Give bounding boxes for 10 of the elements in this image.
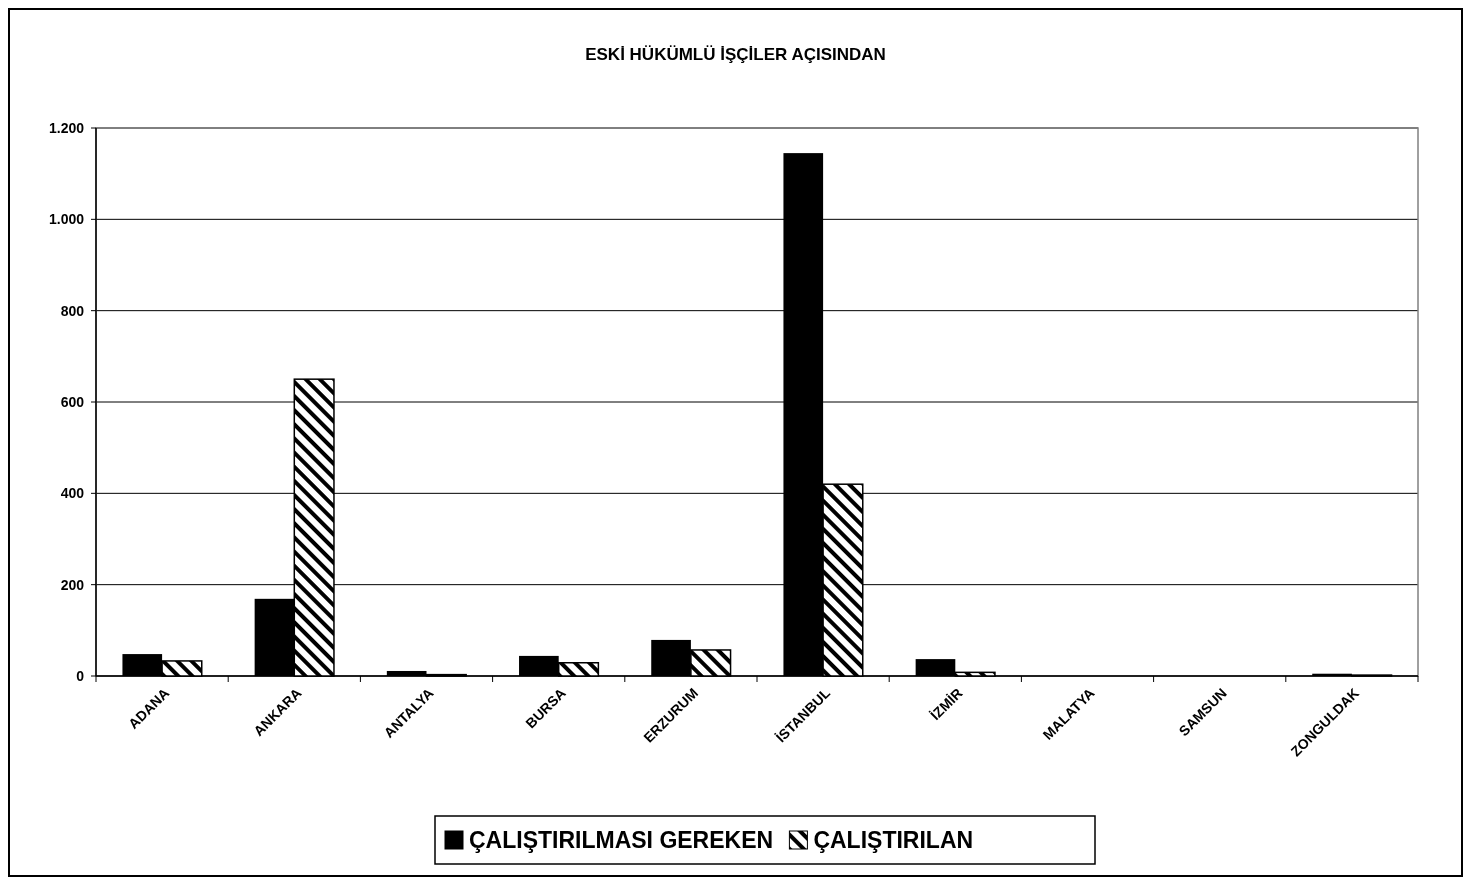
y-tick-label: 1.000 [48,211,85,228]
chart-title: ESKİ HÜKÜMLÜ İŞÇİLER AÇISINDAN [585,45,886,64]
legend-label: ÇALIŞTIRILAN [813,827,974,853]
y-tick-label: 800 [60,302,85,319]
y-tick-label: 600 [60,393,85,410]
legend-label: ÇALIŞTIRILMASI GEREKEN [469,827,774,853]
y-tick-label: 0 [76,667,85,684]
y-tick-label: 200 [60,576,85,593]
y-tick-label: 400 [60,485,85,502]
y-tick-label: 1.200 [48,119,85,136]
